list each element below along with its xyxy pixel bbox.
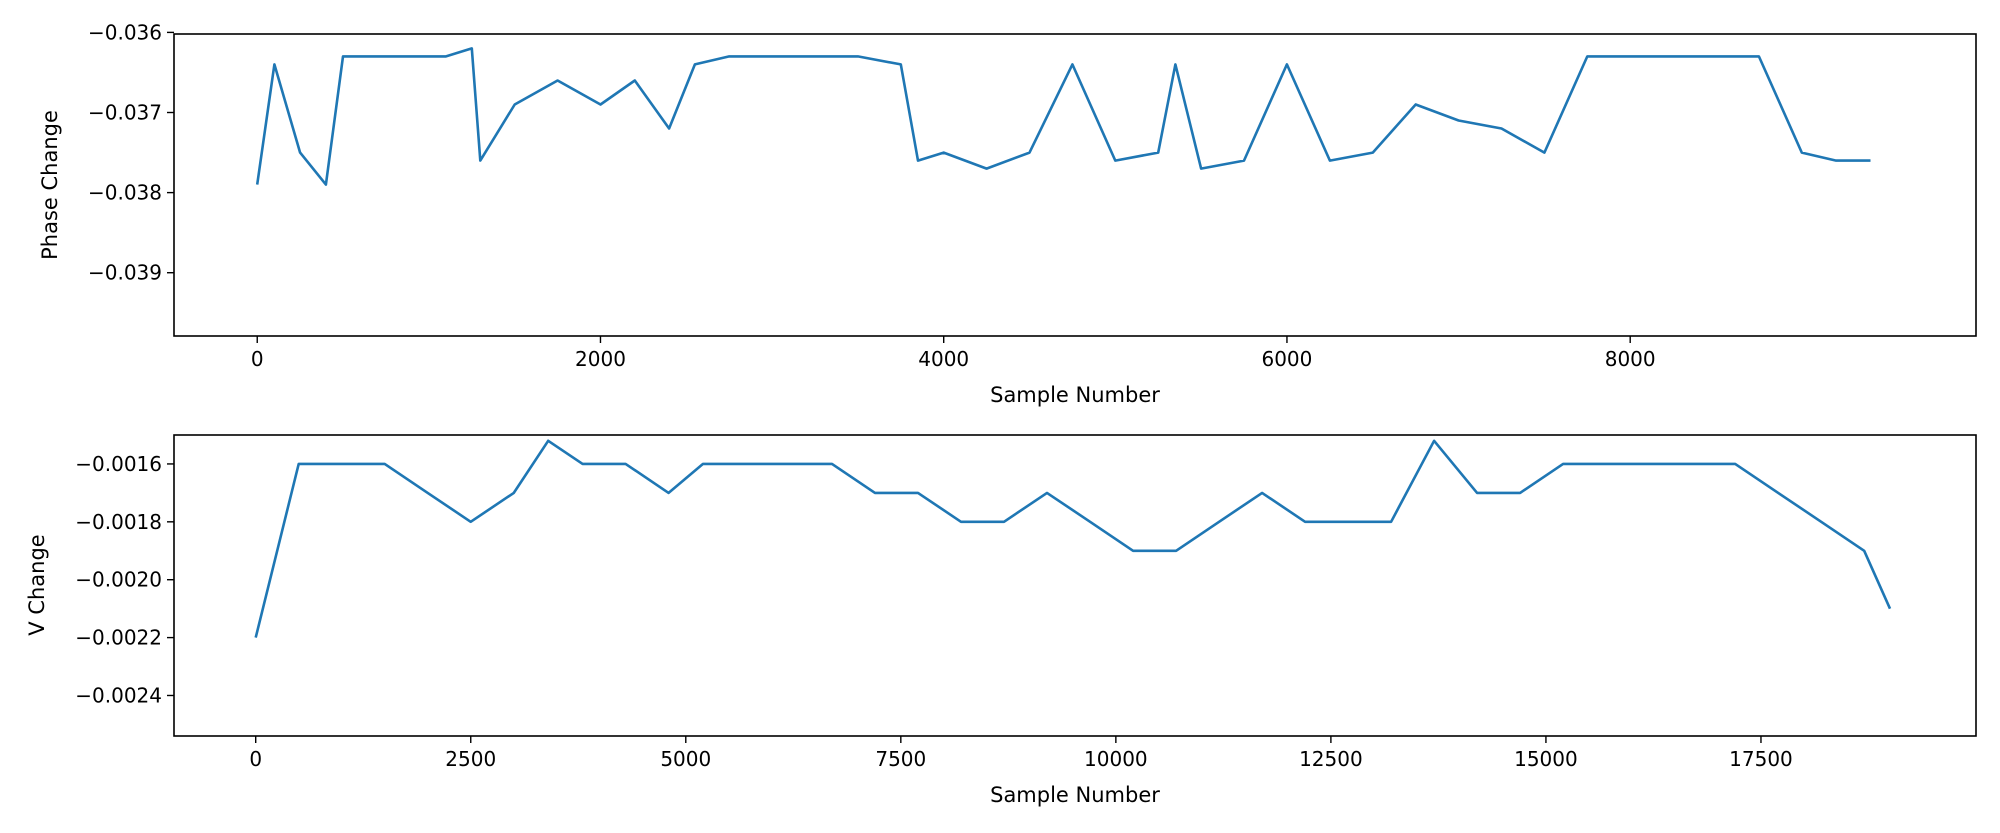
bottom-subplot: 0 2500 5000 7500 10000 12500 15000 17500 −0.001… — [25, 434, 1977, 807]
bottom-x-tick-label: 15000 — [1514, 747, 1578, 771]
top-y-axis-label: Phase Change — [38, 110, 62, 260]
top-x-tick-label: 8000 — [1605, 347, 1656, 371]
top-y-tick-label: −0.038 — [88, 181, 162, 205]
top-x-tick-label: 2000 — [575, 347, 626, 371]
bottom-plot-frame — [173, 434, 1977, 737]
bottom-series-line — [254, 439, 1892, 638]
bottom-x-tick-label: 12500 — [1299, 747, 1363, 771]
bottom-x-tick-label: 10000 — [1084, 747, 1148, 771]
bottom-y-tick-label: −0.0022 — [75, 626, 162, 650]
top-series-line — [255, 47, 1871, 186]
bottom-x-tick-label: 2500 — [445, 747, 496, 771]
bottom-x-ticks: 0 2500 5000 7500 10000 12500 15000 17500 — [249, 736, 1793, 771]
top-subplot: 0 2000 4000 6000 8000 −0.036−0.037−0.038−0.0… — [38, 20, 1977, 407]
bottom-x-tick-label: 5000 — [660, 747, 711, 771]
bottom-x-tick-label: 0 — [249, 747, 262, 771]
bottom-y-axis-label: V Change — [25, 534, 49, 635]
bottom-series-0-polyline — [254, 439, 1892, 638]
bottom-y-tick-label: −0.0024 — [75, 683, 162, 707]
bottom-y-ticks: −0.0016 −0.0018 −0.0020 −0.0022 −0.0024 — [75, 452, 174, 707]
top-x-axis-label: Sample Number — [990, 383, 1160, 407]
bottom-y-tick-label: −0.0016 — [75, 452, 162, 476]
top-y-tick-label: −0.036 — [88, 20, 162, 44]
top-x-tick-label: 0 — [251, 347, 264, 371]
bottom-y-tick-label: −0.0018 — [75, 510, 162, 534]
top-y-tick-label: −0.039 — [88, 261, 162, 285]
bottom-x-tick-label: 7500 — [875, 747, 926, 771]
top-y-tick-label: −0.037 — [88, 101, 162, 125]
top-x-tick-label: 4000 — [918, 347, 969, 371]
bottom-x-axis-label: Sample Number — [990, 783, 1160, 807]
bottom-x-tick-label: 17500 — [1729, 747, 1793, 771]
top-x-tick-label: 6000 — [1261, 347, 1312, 371]
top-plot-frame — [173, 33, 1977, 337]
top-y-ticks: −0.036 −0.037 −0.038 −0.039 — [88, 20, 174, 285]
top-x-ticks: 0 2000 4000 6000 8000 — [251, 336, 1656, 371]
bottom-y-tick-label: −0.0020 — [75, 568, 162, 592]
